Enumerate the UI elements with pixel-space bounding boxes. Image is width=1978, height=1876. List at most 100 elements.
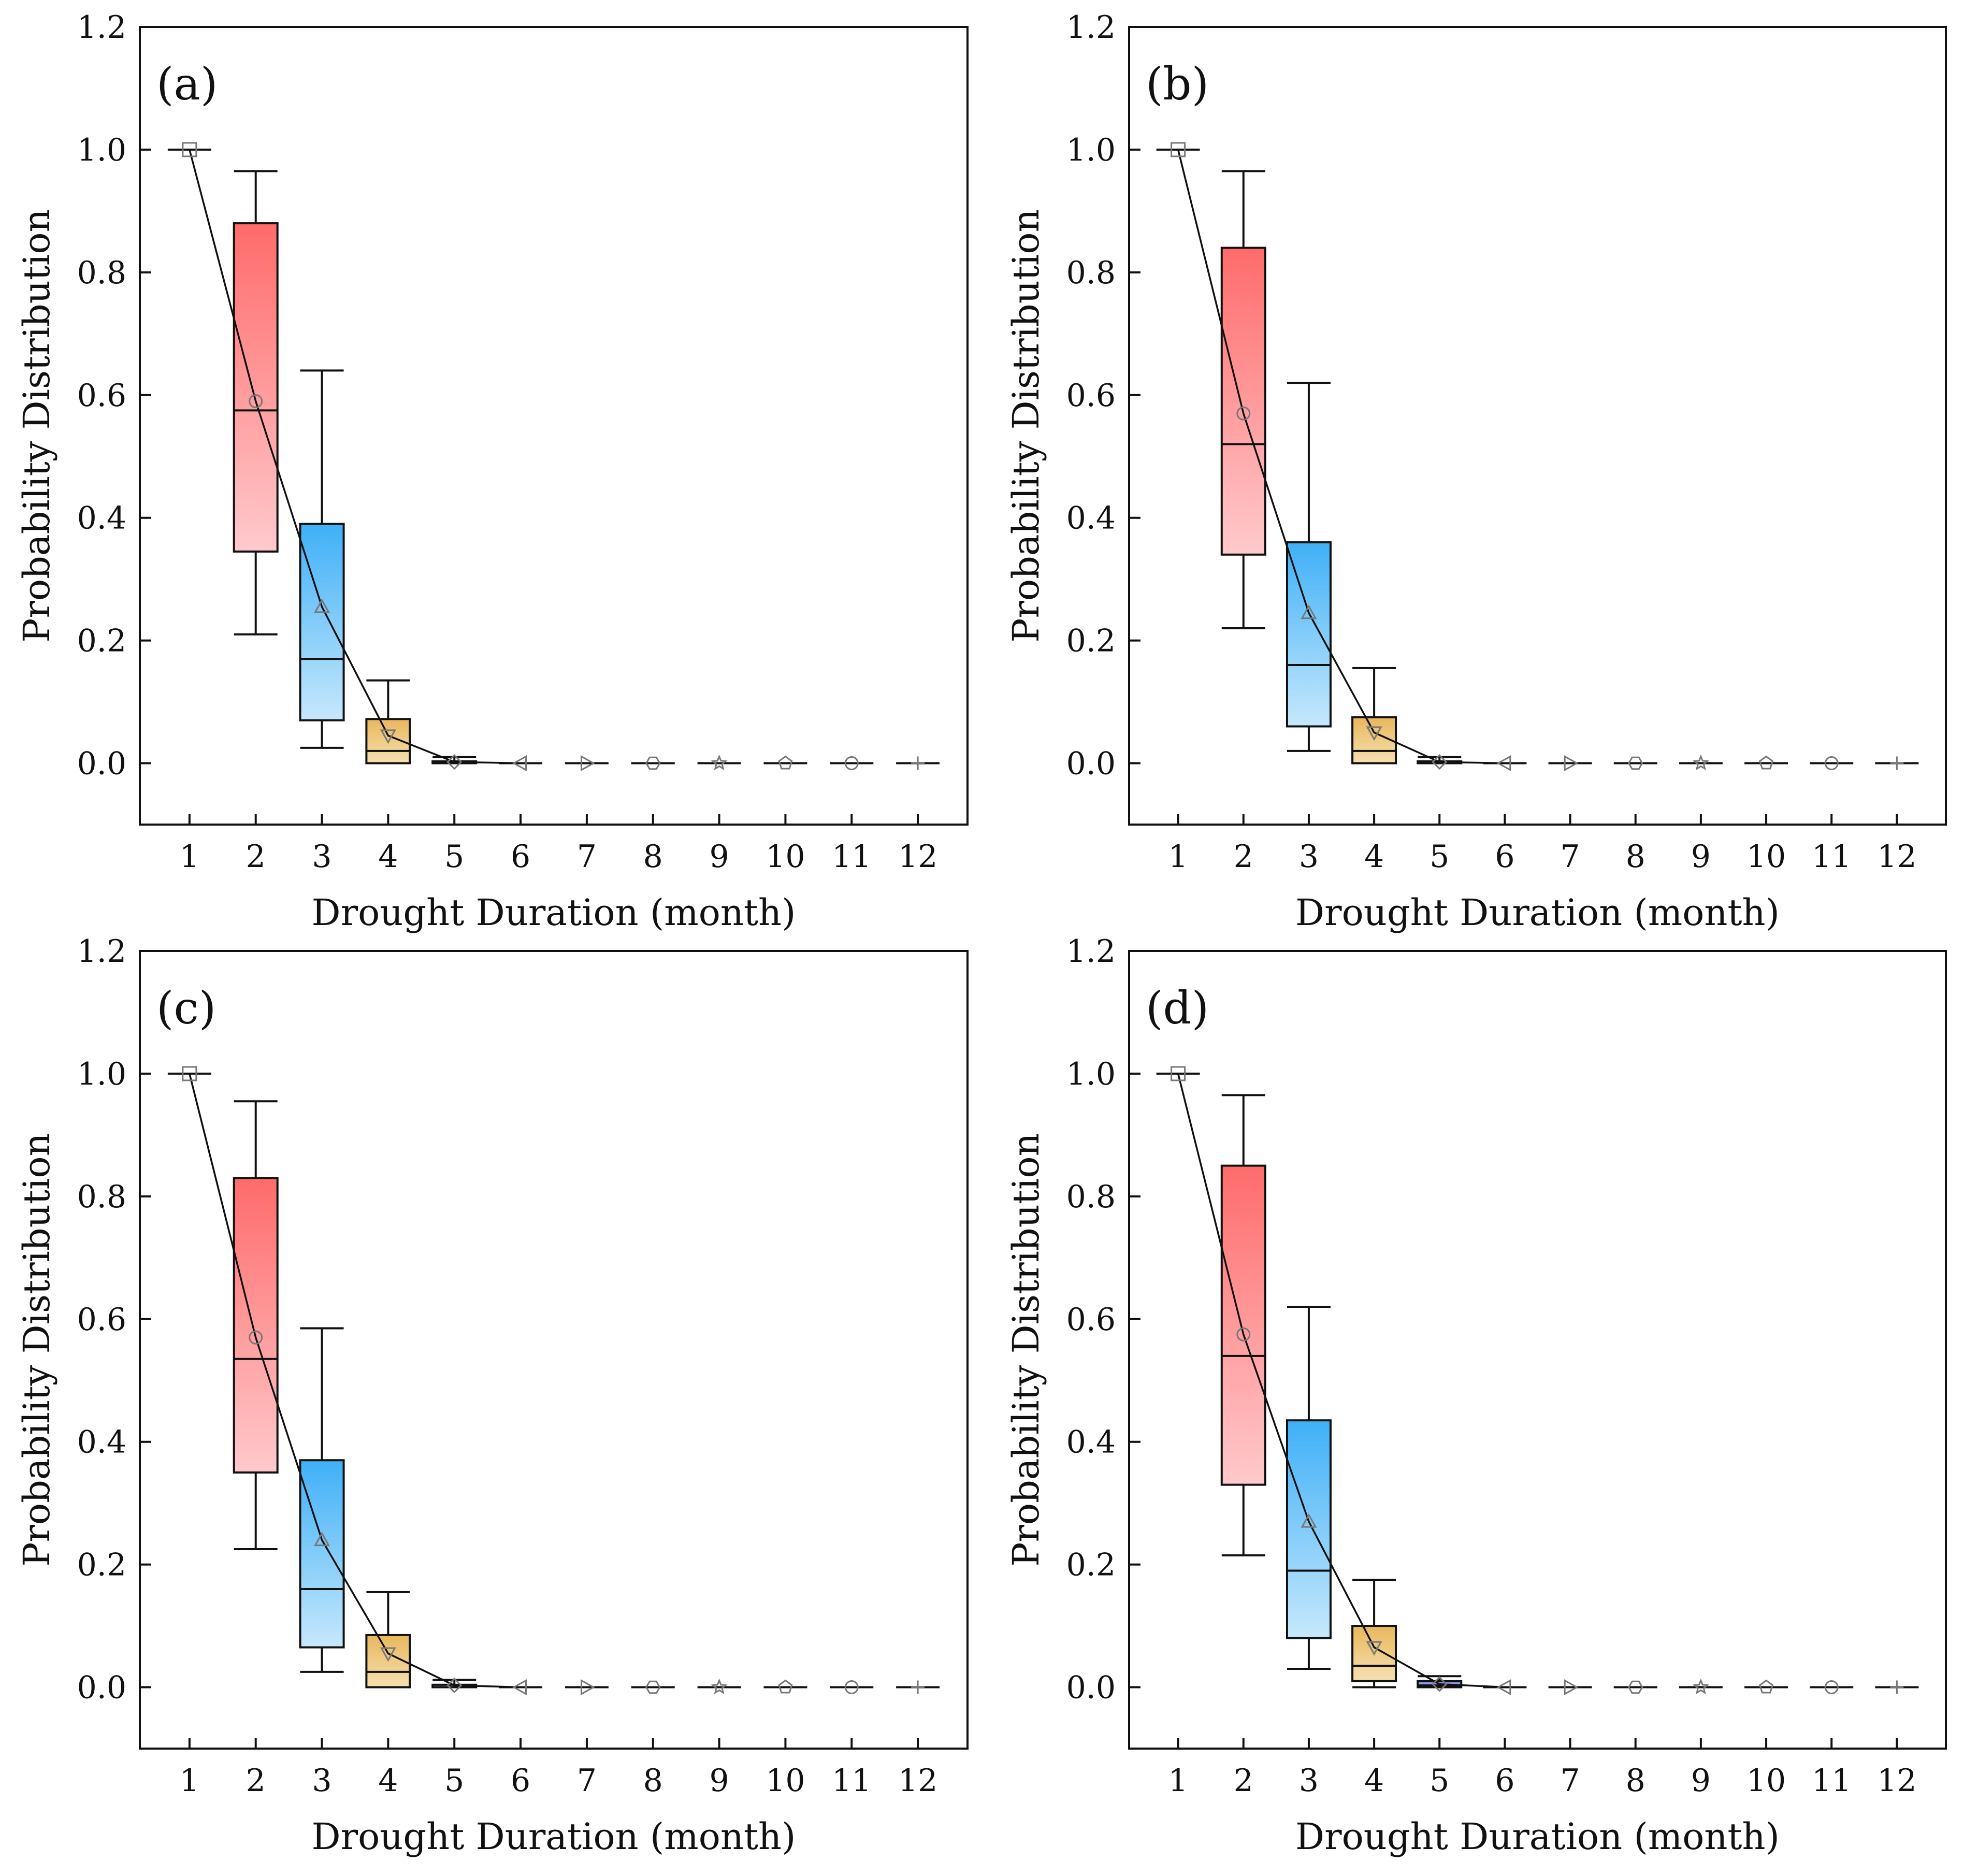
box-month-4 xyxy=(1351,1579,1397,1689)
mean-marker xyxy=(711,1678,728,1695)
x-tick-label: 5 xyxy=(1430,839,1449,875)
y-tick-label: 1.2 xyxy=(1066,9,1116,46)
y-tick-label: 0.6 xyxy=(77,378,126,414)
mean-marker xyxy=(581,755,596,772)
y-tick-label: 0.6 xyxy=(77,1302,126,1338)
mean-marker xyxy=(911,756,925,770)
iqr-box xyxy=(299,1459,345,1649)
mean-marker xyxy=(1496,755,1511,772)
y-tick-label: 0.4 xyxy=(77,1424,126,1461)
y-tick-label: 1.0 xyxy=(1066,1056,1116,1092)
box-month-2 xyxy=(1220,1094,1266,1556)
x-tick-label: 1 xyxy=(1168,839,1188,875)
mean-marker xyxy=(1301,604,1317,619)
mean-marker xyxy=(1564,1679,1579,1696)
x-tick-label: 9 xyxy=(710,1763,729,1799)
mean-marker xyxy=(1628,1680,1643,1694)
mean-marker xyxy=(645,1680,661,1694)
mean-marker xyxy=(1432,754,1448,770)
mean-marker xyxy=(778,1679,793,1694)
iqr-box xyxy=(1286,541,1332,728)
mean-marker xyxy=(844,1680,859,1695)
x-axis-title: Drought Duration (month) xyxy=(312,1815,796,1858)
y-tick-label: 1.2 xyxy=(77,9,126,46)
y-tick-label: 0.2 xyxy=(77,623,126,659)
x-tick-label: 6 xyxy=(1495,839,1514,875)
mean-marker xyxy=(1496,1679,1511,1696)
y-tick-label: 0.6 xyxy=(1066,1302,1116,1338)
x-tick-label: 4 xyxy=(378,839,398,875)
mean-marker xyxy=(1564,755,1579,772)
box-month-2 xyxy=(233,1100,279,1550)
x-tick-label: 12 xyxy=(898,839,937,875)
x-tick-label: 8 xyxy=(1626,839,1645,875)
x-tick-label: 7 xyxy=(577,1763,597,1799)
panel-b: 0.00.20.40.60.81.01.21 2 3 4 5 6 7 8 9 10 11 12Drou… xyxy=(1005,9,1947,934)
mean-marker xyxy=(1758,1679,1774,1694)
mean-marker xyxy=(1692,1678,1709,1695)
x-tick-label: 11 xyxy=(1812,1763,1851,1799)
y-tick-label: 0.0 xyxy=(77,1670,126,1706)
x-tick-label: 8 xyxy=(643,839,663,875)
mean-marker xyxy=(911,1680,925,1694)
mean-marker xyxy=(446,1677,463,1694)
mean-marker xyxy=(446,754,463,770)
mean-marker xyxy=(1236,1327,1251,1341)
mean-marker xyxy=(645,756,661,770)
mean-trend-line xyxy=(1177,1073,1505,1689)
panel-label: (b) xyxy=(1146,59,1209,110)
mean-trend-line xyxy=(189,1073,521,1689)
y-tick-label: 0.0 xyxy=(1066,746,1116,782)
y-tick-label: 0.0 xyxy=(1066,1670,1116,1706)
box-month-3 xyxy=(1286,1306,1332,1670)
x-tick-label: 2 xyxy=(246,1763,266,1799)
x-tick-label: 4 xyxy=(1364,1763,1384,1799)
x-tick-label: 1 xyxy=(180,839,199,875)
y-tick-label: 0.0 xyxy=(77,746,126,782)
x-tick-label: 6 xyxy=(511,1763,530,1799)
mean-marker xyxy=(581,1679,596,1696)
mean-marker xyxy=(1366,1641,1382,1656)
x-tick-label: 2 xyxy=(246,839,266,875)
x-tick-label: 6 xyxy=(511,839,530,875)
mean-trend-line xyxy=(189,149,521,764)
iqr-box xyxy=(233,1177,279,1474)
mean-marker xyxy=(182,142,197,157)
box-month-4 xyxy=(365,679,411,764)
iqr-box xyxy=(1286,1419,1332,1639)
mean-marker xyxy=(711,754,728,771)
mean-marker xyxy=(1301,1513,1317,1528)
x-tick-label: 10 xyxy=(1746,1763,1786,1799)
y-tick-label: 0.4 xyxy=(77,500,126,537)
x-tick-label: 9 xyxy=(710,839,729,875)
x-tick-label: 5 xyxy=(444,1763,464,1799)
panel-label: (d) xyxy=(1146,983,1209,1034)
mean-marker xyxy=(1432,1676,1448,1692)
mean-marker xyxy=(182,1066,197,1081)
panel-d: 0.00.20.40.60.81.01.21 2 3 4 5 6 7 8 9 10 11 12Drou… xyxy=(1005,933,1947,1858)
plot-frame xyxy=(139,950,969,1750)
plot-frame xyxy=(139,26,969,826)
y-axis-title: Probability Distribution xyxy=(1005,1133,1047,1566)
y-tick-label: 0.8 xyxy=(77,255,126,291)
y-tick-label: 0.4 xyxy=(1066,1424,1116,1461)
mean-marker xyxy=(1236,406,1251,421)
y-axis-title: Probability Distribution xyxy=(16,209,58,642)
x-tick-label: 3 xyxy=(312,1763,331,1799)
box-month-3 xyxy=(299,369,345,749)
x-tick-label: 10 xyxy=(1746,839,1786,875)
x-tick-label: 12 xyxy=(1877,1763,1916,1799)
iqr-box xyxy=(299,523,345,721)
mean-marker xyxy=(1692,754,1709,771)
x-tick-label: 3 xyxy=(1299,839,1319,875)
y-tick-label: 1.0 xyxy=(77,1056,126,1092)
mean-marker xyxy=(1171,1066,1186,1081)
mean-marker xyxy=(1171,142,1186,157)
panel-a: 0.00.20.40.60.81.01.21 2 3 4 5 6 7 8 9 10 11 12Drou… xyxy=(16,9,969,934)
x-tick-label: 7 xyxy=(1560,1763,1580,1799)
x-tick-label: 10 xyxy=(766,1763,805,1799)
y-tick-label: 0.6 xyxy=(1066,378,1116,414)
iqr-box xyxy=(1351,1625,1397,1682)
x-tick-label: 4 xyxy=(378,1763,398,1799)
